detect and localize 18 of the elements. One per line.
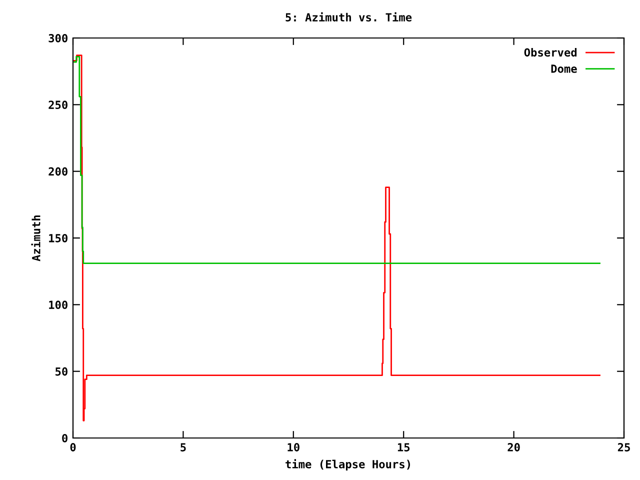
x-tick-label: 5 (180, 443, 186, 452)
x-tick-label: 25 (618, 443, 630, 452)
y-tick-label: 150 (49, 234, 68, 242)
x-tick-label: 20 (508, 443, 520, 452)
chart-title: 5: Azimuth vs. Time (286, 12, 412, 22)
y-tick-label: 100 (49, 300, 68, 310)
y-tick-label: 50 (56, 367, 68, 376)
x-tick-label: 0 (70, 443, 76, 452)
x-tick-label: 10 (288, 443, 300, 452)
legend-label: Observed (524, 48, 577, 57)
y-axis-title: Azimuth (31, 215, 40, 262)
y-tick-label: 300 (48, 34, 68, 42)
x-axis-title: time (Elapse Hours) (286, 459, 410, 471)
y-tick-label: 200 (48, 167, 68, 176)
y-tick-label: 250 (48, 100, 68, 110)
x-tick-label: 15 (398, 443, 410, 452)
y-tick-label: 0 (62, 434, 68, 442)
legend-label: Dome (551, 64, 577, 73)
